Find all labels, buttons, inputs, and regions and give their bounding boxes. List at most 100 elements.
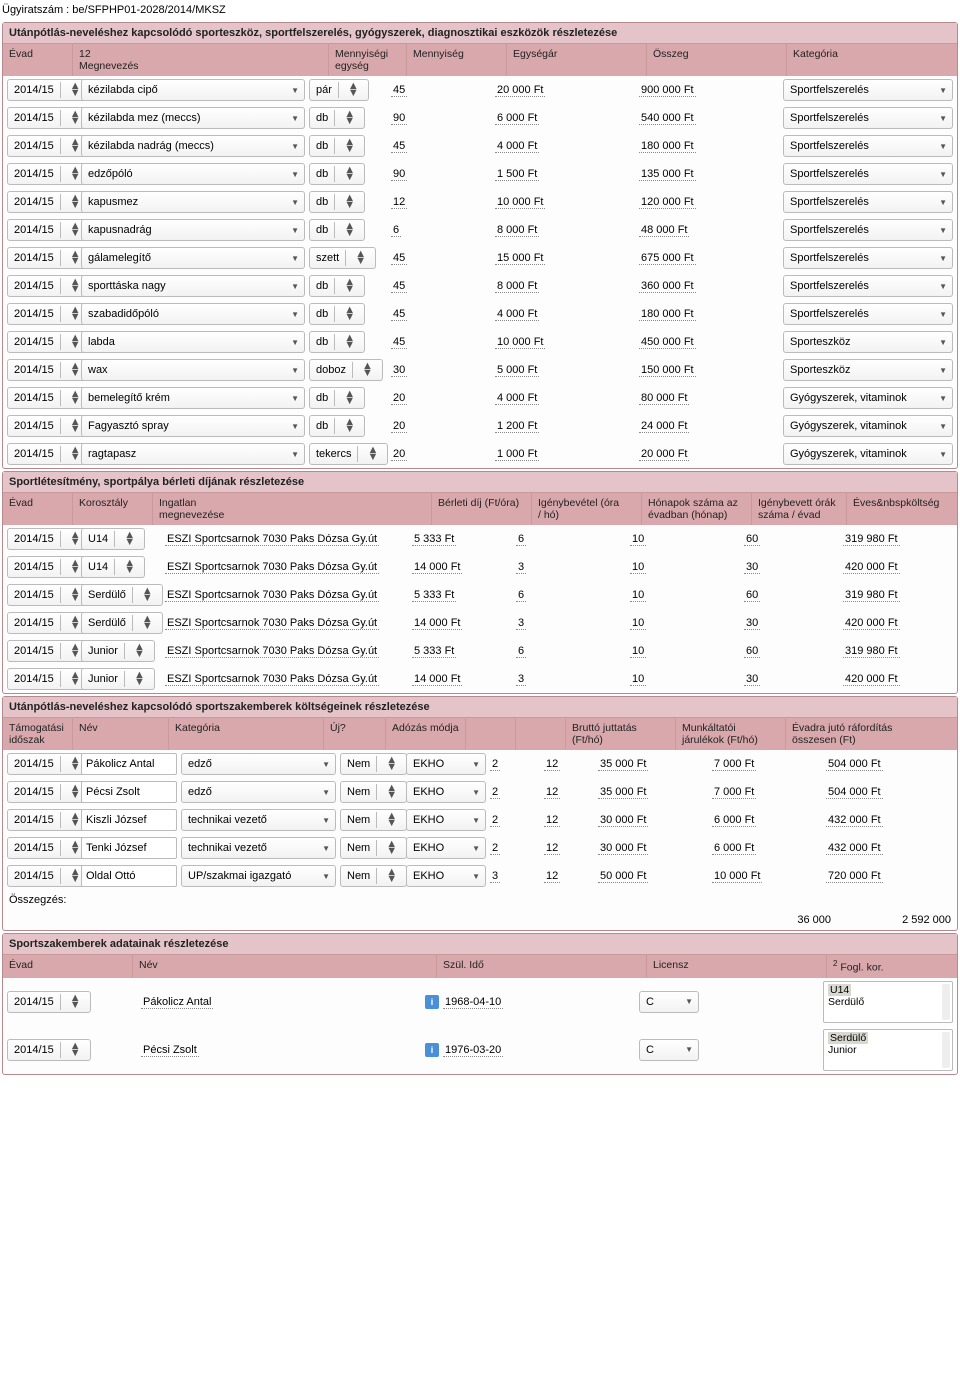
- sum-value[interactable]: 180 000 Ft: [639, 140, 696, 153]
- stepper-arrows-icon[interactable]: ▲▼: [334, 278, 364, 294]
- staff-name-input[interactable]: Oldal Ottó: [81, 865, 177, 887]
- qty-input[interactable]: 20: [391, 448, 407, 461]
- stepper-arrows-icon[interactable]: ▲▼: [334, 390, 364, 406]
- age-stepper[interactable]: U14▲▼: [81, 528, 145, 550]
- year-stepper[interactable]: 2014/15▲▼: [7, 247, 91, 269]
- price-input[interactable]: 1 200 Ft: [495, 420, 539, 433]
- sum-value[interactable]: 20 000 Ft: [639, 448, 689, 461]
- months-input[interactable]: 10: [630, 533, 646, 546]
- place-input[interactable]: ESZI Sportcsarnok 7030 Paks Dózsa Gy.út: [165, 533, 379, 546]
- person-name-input[interactable]: Pécsi Zsolt: [141, 1044, 199, 1057]
- category-select[interactable]: Sportfelszerelés▼: [783, 219, 953, 241]
- item-name-select[interactable]: gálamelegítő▼: [81, 247, 305, 269]
- tax-select[interactable]: EKHO▼: [406, 753, 486, 775]
- qty-input[interactable]: 45: [391, 308, 407, 321]
- stepper-arrows-icon[interactable]: ▲▼: [334, 138, 364, 154]
- staff-category-select[interactable]: UP/szakmai igazgató▼: [181, 865, 336, 887]
- gross-input[interactable]: 35 000 Ft: [598, 786, 648, 799]
- num-b-input[interactable]: 12: [544, 814, 560, 827]
- year-stepper[interactable]: 2014/15▲▼: [7, 443, 91, 465]
- hours-input[interactable]: 3: [516, 673, 526, 686]
- num-a-input[interactable]: 2: [490, 842, 500, 855]
- num-a-input[interactable]: 2: [490, 814, 500, 827]
- year-stepper[interactable]: 2014/15▲▼: [7, 191, 91, 213]
- place-input[interactable]: ESZI Sportcsarnok 7030 Paks Dózsa Gy.út: [165, 645, 379, 658]
- qty-input[interactable]: 45: [391, 140, 407, 153]
- price-input[interactable]: 5 000 Ft: [495, 364, 539, 377]
- unit-stepper[interactable]: db▲▼: [309, 219, 365, 241]
- qty-input[interactable]: 90: [391, 112, 407, 125]
- qty-input[interactable]: 45: [391, 252, 407, 265]
- cost-value[interactable]: 420 000 Ft: [843, 673, 900, 686]
- scrollbar[interactable]: [942, 984, 950, 1020]
- new-stepper[interactable]: Nem▲▼: [340, 781, 407, 803]
- qty-input[interactable]: 20: [391, 392, 407, 405]
- stepper-arrows-icon[interactable]: ▲▼: [132, 615, 162, 631]
- category-select[interactable]: Sportfelszerelés▼: [783, 247, 953, 269]
- stepper-arrows-icon[interactable]: ▲▼: [114, 559, 144, 575]
- unit-stepper[interactable]: db▲▼: [309, 275, 365, 297]
- stepper-arrows-icon[interactable]: ▲▼: [376, 784, 406, 800]
- unit-stepper[interactable]: db▲▼: [309, 331, 365, 353]
- stepper-arrows-icon[interactable]: ▲▼: [376, 756, 406, 772]
- tax-select[interactable]: EKHO▼: [406, 809, 486, 831]
- category-select[interactable]: Sportfelszerelés▼: [783, 275, 953, 297]
- months-input[interactable]: 10: [630, 645, 646, 658]
- license-select[interactable]: C▼: [639, 1039, 699, 1061]
- info-icon[interactable]: i: [425, 995, 439, 1009]
- new-stepper[interactable]: Nem▲▼: [340, 865, 407, 887]
- unit-stepper[interactable]: db▲▼: [309, 191, 365, 213]
- category-select[interactable]: Sportfelszerelés▼: [783, 79, 953, 101]
- item-name-select[interactable]: edzőpóló▼: [81, 163, 305, 185]
- staff-name-input[interactable]: Pécsi Zsolt: [81, 781, 177, 803]
- contrib-input[interactable]: 7 000 Ft: [712, 758, 756, 771]
- year-stepper[interactable]: 2014/15▲▼: [7, 809, 91, 831]
- category-select[interactable]: Sportfelszerelés▼: [783, 135, 953, 157]
- new-stepper[interactable]: Nem▲▼: [340, 753, 407, 775]
- contrib-input[interactable]: 7 000 Ft: [712, 786, 756, 799]
- stepper-arrows-icon[interactable]: ▲▼: [132, 587, 162, 603]
- cost-value[interactable]: 319 980 Ft: [843, 533, 900, 546]
- fee-input[interactable]: 14 000 Ft: [412, 673, 462, 686]
- contrib-input[interactable]: 6 000 Ft: [712, 842, 756, 855]
- qty-input[interactable]: 30: [391, 364, 407, 377]
- price-input[interactable]: 1 000 Ft: [495, 448, 539, 461]
- fee-input[interactable]: 5 333 Ft: [412, 533, 456, 546]
- category-select[interactable]: Sporteszköz▼: [783, 359, 953, 381]
- contrib-input[interactable]: 10 000 Ft: [712, 870, 762, 883]
- year-stepper[interactable]: 2014/15▲▼: [7, 135, 91, 157]
- qty-input[interactable]: 45: [391, 336, 407, 349]
- staff-name-input[interactable]: Tenki József: [81, 837, 177, 859]
- stepper-arrows-icon[interactable]: ▲▼: [334, 222, 364, 238]
- category-select[interactable]: Gyógyszerek, vitaminok▼: [783, 443, 953, 465]
- cost-value[interactable]: 319 980 Ft: [843, 589, 900, 602]
- stepper-arrows-icon[interactable]: ▲▼: [334, 166, 364, 182]
- fee-input[interactable]: 5 333 Ft: [412, 645, 456, 658]
- staff-category-select[interactable]: edző▼: [181, 753, 336, 775]
- stepper-arrows-icon[interactable]: ▲▼: [334, 334, 364, 350]
- stepper-arrows-icon[interactable]: ▲▼: [345, 250, 375, 266]
- price-input[interactable]: 6 000 Ft: [495, 112, 539, 125]
- price-input[interactable]: 4 000 Ft: [495, 308, 539, 321]
- item-name-select[interactable]: ragtapasz▼: [81, 443, 305, 465]
- person-name-input[interactable]: Pákolicz Antal: [141, 996, 213, 1009]
- new-stepper[interactable]: Nem▲▼: [340, 837, 407, 859]
- year-stepper[interactable]: 2014/15▲▼: [7, 528, 91, 550]
- scrollbar[interactable]: [942, 1032, 950, 1068]
- year-stepper[interactable]: 2014/15▲▼: [7, 865, 91, 887]
- stepper-arrows-icon[interactable]: ▲▼: [352, 362, 382, 378]
- year-stepper[interactable]: 2014/15▲▼: [7, 107, 91, 129]
- birth-input[interactable]: 1976-03-20: [443, 1044, 503, 1057]
- item-name-select[interactable]: Fagyasztó spray▼: [81, 415, 305, 437]
- price-input[interactable]: 20 000 Ft: [495, 84, 545, 97]
- stepper-arrows-icon[interactable]: ▲▼: [334, 418, 364, 434]
- item-name-select[interactable]: szabadidőpóló▼: [81, 303, 305, 325]
- stepper-arrows-icon[interactable]: ▲▼: [124, 643, 154, 659]
- hours-input[interactable]: 3: [516, 617, 526, 630]
- place-input[interactable]: ESZI Sportcsarnok 7030 Paks Dózsa Gy.út: [165, 589, 379, 602]
- num-b-input[interactable]: 12: [544, 870, 560, 883]
- contrib-input[interactable]: 6 000 Ft: [712, 814, 756, 827]
- year-stepper[interactable]: 2014/15▲▼: [7, 668, 91, 690]
- cost-value[interactable]: 420 000 Ft: [843, 561, 900, 574]
- unit-stepper[interactable]: db▲▼: [309, 107, 365, 129]
